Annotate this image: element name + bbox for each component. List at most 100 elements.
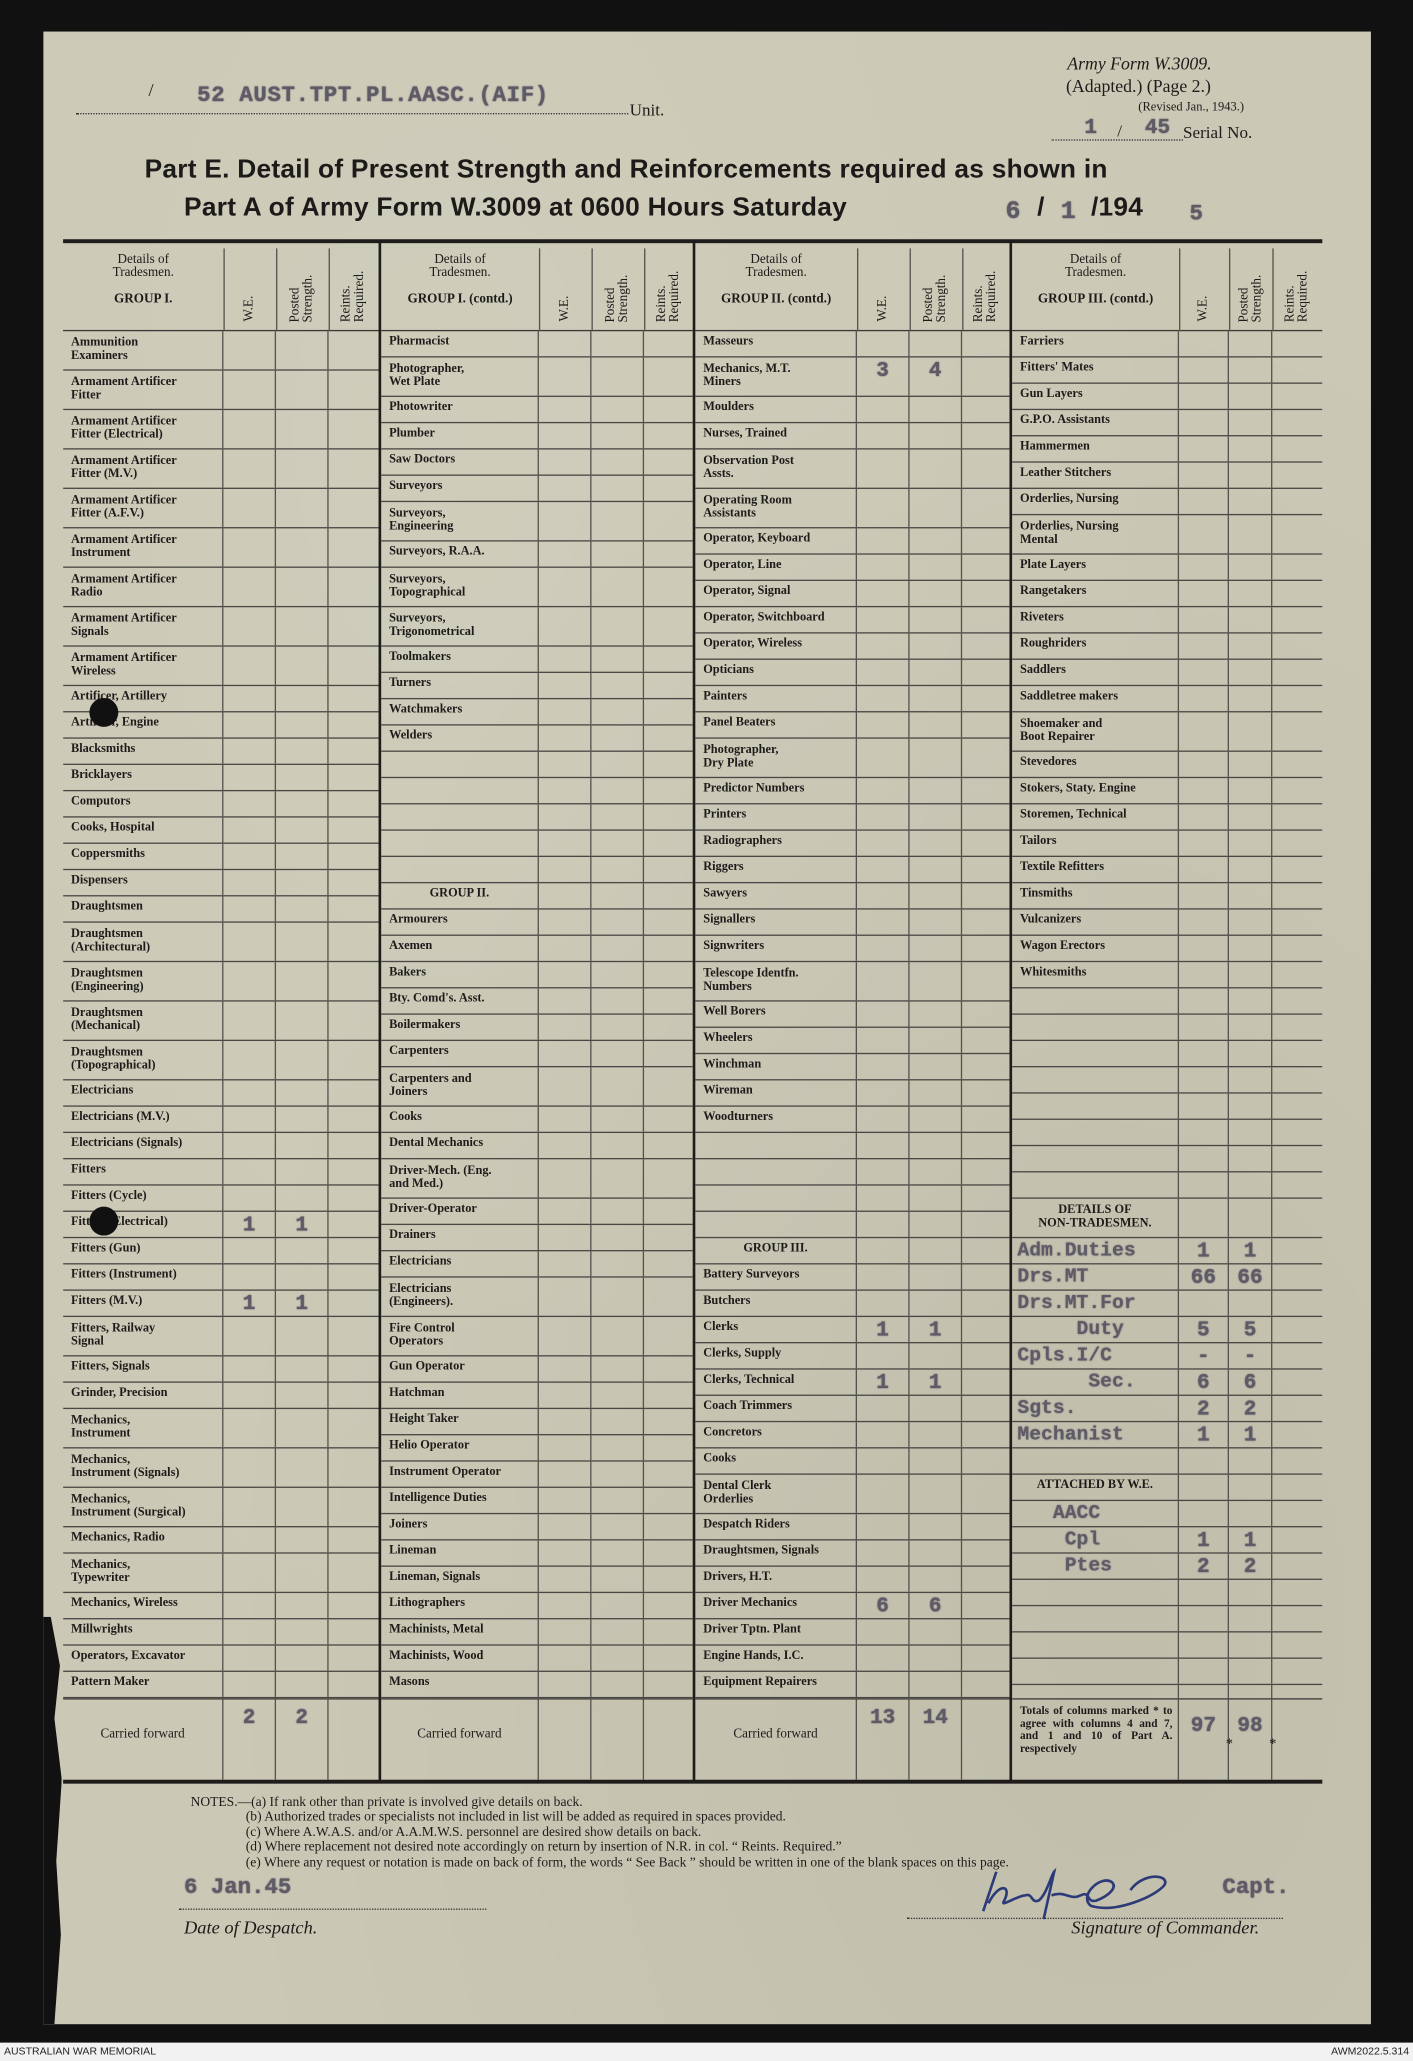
cell-rr[interactable]	[962, 1343, 1009, 1368]
cell-ps[interactable]	[1229, 1448, 1273, 1474]
cell-ps[interactable]	[591, 1159, 645, 1198]
cell-rr[interactable]	[962, 423, 1009, 448]
cell-ps[interactable]	[276, 1619, 329, 1645]
cell-rr[interactable]	[1272, 1146, 1322, 1171]
cell-we[interactable]	[223, 1159, 277, 1185]
cell-we[interactable]	[223, 528, 277, 567]
cell-we[interactable]	[1179, 1474, 1229, 1500]
cell-rr[interactable]	[329, 371, 379, 409]
cell-rr[interactable]	[962, 1672, 1009, 1697]
cell-rr[interactable]	[962, 1396, 1009, 1421]
cell-rr[interactable]	[644, 502, 693, 540]
cell-ps[interactable]	[591, 804, 645, 830]
cell-we[interactable]	[539, 541, 592, 567]
cell-ps[interactable]	[910, 1395, 963, 1421]
cell-ps[interactable]	[1229, 633, 1273, 659]
cell-rr[interactable]	[644, 1251, 693, 1276]
cell-rr[interactable]	[962, 1238, 1009, 1263]
cell-ps[interactable]	[910, 396, 963, 422]
cell-we[interactable]	[223, 1409, 277, 1448]
cell-rr[interactable]	[1272, 1238, 1322, 1264]
cell-rr[interactable]	[962, 1054, 1009, 1079]
cell-rr[interactable]	[962, 1567, 1009, 1592]
cell-ps[interactable]	[276, 528, 329, 567]
cell-ps[interactable]	[910, 633, 963, 659]
carried-we[interactable]: 97 *	[1179, 1699, 1233, 1780]
cell-we[interactable]	[223, 1619, 277, 1645]
cell-ps[interactable]	[910, 1448, 963, 1474]
cell-we[interactable]	[857, 1540, 910, 1566]
cell-ps[interactable]	[591, 357, 645, 396]
cell-we[interactable]	[1179, 659, 1229, 685]
cell-rr[interactable]	[1272, 857, 1322, 882]
cell-rr[interactable]	[962, 1080, 1009, 1105]
cell-rr[interactable]	[329, 1527, 379, 1552]
cell-rr[interactable]	[962, 1212, 1009, 1237]
cell-we[interactable]	[857, 909, 910, 935]
cell-ps[interactable]	[910, 423, 963, 449]
cell-we[interactable]	[539, 725, 592, 751]
cell-ps[interactable]	[591, 988, 645, 1014]
cell-we[interactable]	[223, 791, 277, 817]
cell-we[interactable]	[539, 1277, 592, 1316]
cell-rr[interactable]	[329, 1212, 379, 1238]
cell-rr[interactable]	[962, 1159, 1009, 1184]
cell-we[interactable]	[1179, 1290, 1229, 1316]
cell-rr[interactable]	[962, 1541, 1009, 1566]
cell-rr[interactable]	[644, 1409, 693, 1434]
cell-rr[interactable]	[644, 1646, 693, 1671]
cell-rr[interactable]	[329, 896, 379, 921]
cell-rr[interactable]	[1272, 804, 1322, 829]
cell-ps[interactable]	[276, 1317, 329, 1356]
cell-ps[interactable]: 2	[1229, 1553, 1273, 1580]
cell-rr[interactable]	[962, 1422, 1009, 1447]
cell-we[interactable]	[539, 1041, 592, 1066]
cell-we[interactable]	[539, 1461, 592, 1487]
cell-we[interactable]: 6	[1179, 1369, 1229, 1396]
cell-we[interactable]	[223, 1080, 277, 1106]
cell-we[interactable]	[857, 857, 910, 882]
cell-ps[interactable]: 6	[1229, 1369, 1273, 1396]
cell-ps[interactable]	[591, 725, 645, 751]
cell-we[interactable]	[539, 1317, 592, 1356]
cell-rr[interactable]	[644, 752, 693, 777]
cell-we[interactable]	[223, 1553, 277, 1592]
cell-we[interactable]	[857, 488, 910, 528]
cell-ps[interactable]	[910, 1133, 963, 1159]
cell-rr[interactable]	[1272, 1317, 1322, 1343]
cell-rr[interactable]	[329, 1409, 379, 1447]
cell-ps[interactable]	[1229, 883, 1273, 909]
cell-we[interactable]: 5	[1179, 1317, 1229, 1344]
cell-we[interactable]: 6	[857, 1593, 910, 1620]
cell-ps[interactable]	[591, 1225, 645, 1251]
cell-rr[interactable]	[1272, 962, 1322, 987]
cell-rr[interactable]	[1272, 515, 1322, 553]
cell-rr[interactable]	[644, 647, 693, 672]
cell-rr[interactable]	[962, 1028, 1009, 1053]
cell-rr[interactable]	[329, 1186, 379, 1211]
cell-ps[interactable]	[1229, 1172, 1273, 1198]
cell-ps[interactable]	[591, 1251, 645, 1277]
cell-rr[interactable]	[1272, 384, 1322, 409]
cell-we[interactable]	[857, 633, 910, 659]
cell-we[interactable]	[857, 935, 910, 961]
cell-ps[interactable]	[591, 1106, 645, 1132]
cell-we[interactable]	[539, 1014, 592, 1040]
cell-rr[interactable]	[1272, 1685, 1322, 1698]
cell-ps[interactable]	[910, 1080, 963, 1106]
cell-ps[interactable]	[1229, 909, 1273, 935]
cell-rr[interactable]	[1272, 1291, 1322, 1316]
cell-rr[interactable]	[1272, 1659, 1322, 1684]
cell-rr[interactable]	[1272, 1370, 1322, 1396]
cell-we[interactable]	[223, 843, 277, 869]
cell-rr[interactable]	[1272, 988, 1322, 1013]
cell-we[interactable]	[539, 1409, 592, 1435]
cell-rr[interactable]	[1272, 1343, 1322, 1369]
cell-we[interactable]	[539, 857, 592, 882]
cell-we[interactable]	[1179, 1198, 1229, 1237]
cell-we[interactable]	[1179, 580, 1229, 606]
cell-rr[interactable]	[1272, 1396, 1322, 1422]
cell-rr[interactable]	[644, 1317, 693, 1355]
cell-rr[interactable]	[1272, 1580, 1322, 1605]
cell-ps[interactable]	[1229, 515, 1273, 554]
